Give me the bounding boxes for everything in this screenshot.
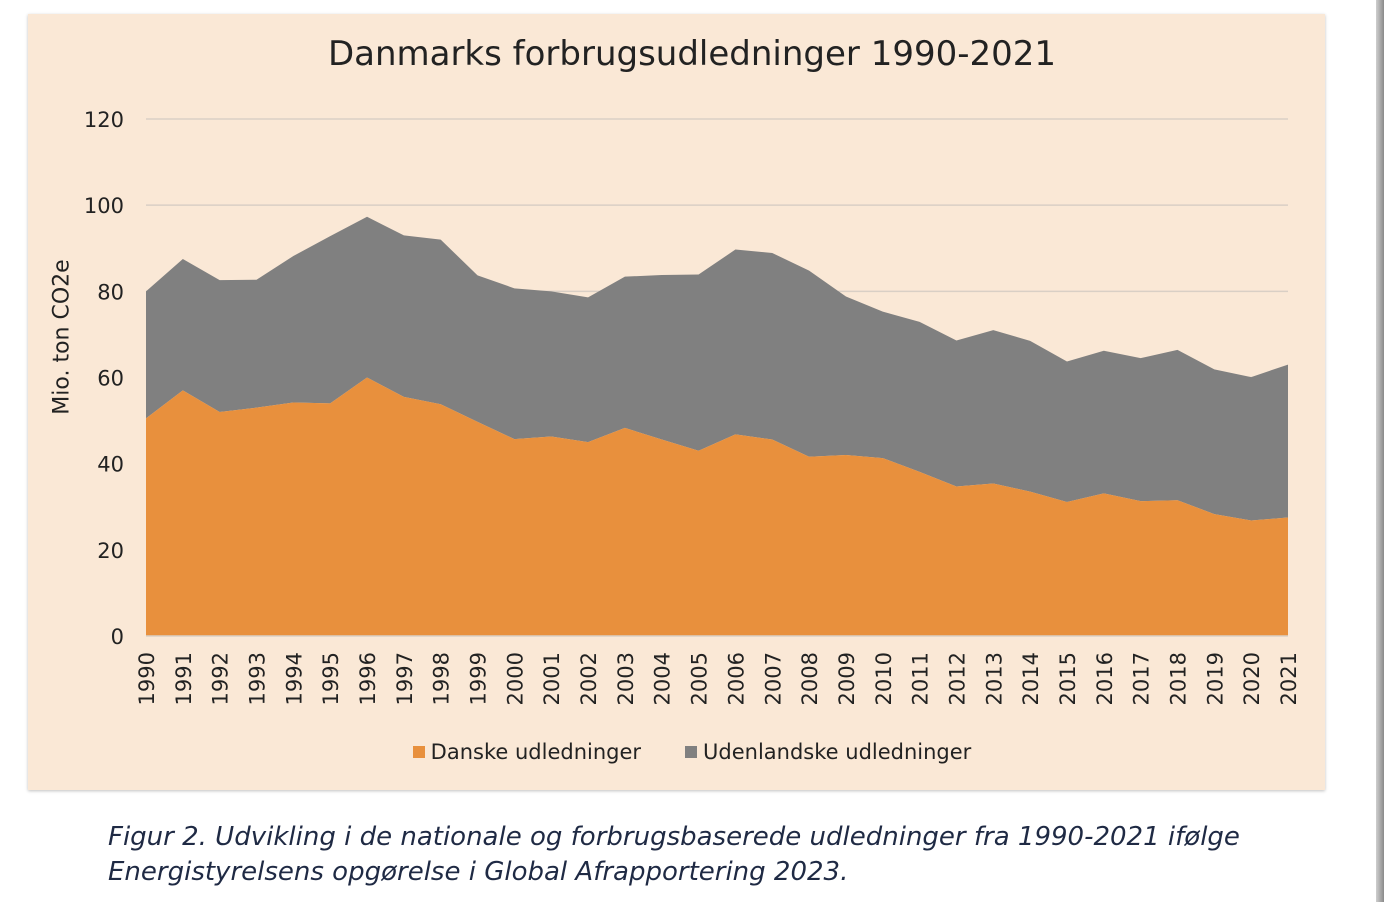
x-tick-label: 2000 bbox=[503, 652, 527, 705]
x-tick-label: 1993 bbox=[246, 652, 270, 705]
series-area-udenlandske bbox=[146, 216, 1288, 521]
legend-item-udenlandske: Udenlandske udledninger bbox=[685, 740, 971, 764]
x-tick-label: 2006 bbox=[724, 652, 748, 705]
x-tick-label: 2010 bbox=[872, 652, 896, 705]
x-tick-label: 2017 bbox=[1130, 652, 1154, 705]
y-tick-label: 60 bbox=[97, 367, 124, 391]
x-tick-label: 1997 bbox=[393, 652, 417, 705]
y-tick-label: 100 bbox=[84, 194, 124, 218]
x-tick-label: 1999 bbox=[467, 652, 491, 705]
figure-caption: Figur 2. Udvikling i de nationale og for… bbox=[108, 820, 1288, 890]
x-tick-label: 2009 bbox=[835, 652, 859, 705]
legend-item-danske: Danske udledninger bbox=[412, 740, 642, 764]
window-edge bbox=[1376, 0, 1384, 902]
x-tick-label: 2020 bbox=[1240, 652, 1264, 705]
x-tick-label: 2003 bbox=[614, 652, 638, 705]
legend-swatch-udenlandske bbox=[685, 746, 698, 758]
x-tick-label: 2001 bbox=[540, 652, 564, 705]
legend: Danske udledninger Udenlandske udledning… bbox=[0, 740, 1384, 764]
legend-swatch-danske bbox=[412, 746, 425, 758]
x-tick-label: 1994 bbox=[282, 652, 306, 705]
x-tick-label: 2018 bbox=[1166, 652, 1190, 705]
x-tick-label: 1990 bbox=[135, 652, 159, 705]
x-tick-label: 1996 bbox=[356, 652, 380, 705]
legend-label-danske: Danske udledninger bbox=[430, 740, 642, 764]
x-tick-label: 2004 bbox=[651, 652, 675, 705]
x-tick-label: 1991 bbox=[172, 652, 196, 705]
legend-label-udenlandske: Udenlandske udledninger bbox=[703, 740, 972, 764]
y-tick-label: 120 bbox=[84, 108, 124, 132]
caption-line-1: Figur 2. Udvikling i de nationale og for… bbox=[108, 822, 1240, 852]
x-tick-label: 2007 bbox=[761, 652, 785, 705]
x-tick-label: 2008 bbox=[798, 652, 822, 705]
y-tick-label: 40 bbox=[97, 453, 124, 477]
chart-title: Danmarks forbrugsudledninger 1990-2021 bbox=[327, 34, 1057, 74]
caption-line-2: Energistyrelsens opgørelse i Global Afra… bbox=[108, 857, 849, 887]
x-tick-label: 2015 bbox=[1056, 652, 1080, 705]
y-tick-label: 80 bbox=[97, 280, 124, 304]
x-tick-label: 2016 bbox=[1093, 652, 1117, 705]
x-tick-label: 1992 bbox=[209, 652, 233, 705]
x-tick-label: 2011 bbox=[909, 652, 933, 705]
x-tick-label: 1995 bbox=[319, 652, 343, 705]
x-tick-label: 2012 bbox=[945, 652, 969, 705]
x-tick-label: 1998 bbox=[430, 652, 454, 705]
x-tick-label: 2014 bbox=[1019, 652, 1043, 705]
x-tick-label: 2013 bbox=[982, 652, 1006, 705]
y-tick-label: 20 bbox=[97, 539, 124, 563]
series-area-danske bbox=[146, 377, 1288, 636]
x-tick-label: 2005 bbox=[688, 652, 712, 705]
x-tick-label: 2021 bbox=[1277, 652, 1301, 705]
x-tick-label: 2019 bbox=[1203, 652, 1227, 705]
y-tick-label: 0 bbox=[111, 625, 124, 649]
x-tick-label: 2002 bbox=[577, 652, 601, 705]
